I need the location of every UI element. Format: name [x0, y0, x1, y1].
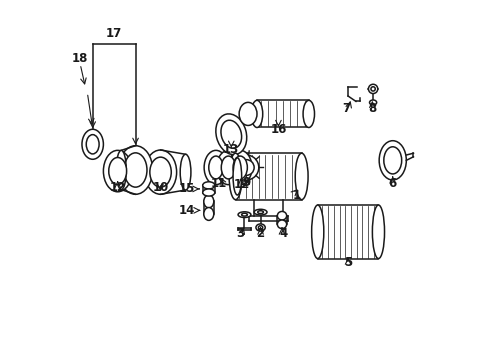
Text: 14: 14	[179, 204, 195, 217]
Ellipse shape	[216, 150, 240, 185]
Text: 9: 9	[242, 176, 250, 189]
Ellipse shape	[215, 114, 246, 155]
Ellipse shape	[82, 129, 103, 159]
Ellipse shape	[180, 154, 190, 190]
Ellipse shape	[233, 158, 241, 195]
Ellipse shape	[221, 156, 235, 179]
Ellipse shape	[203, 189, 214, 196]
Text: 15: 15	[179, 183, 195, 195]
Text: 6: 6	[388, 177, 396, 190]
Ellipse shape	[239, 102, 257, 125]
Ellipse shape	[254, 209, 266, 215]
Ellipse shape	[233, 156, 247, 179]
Text: 13: 13	[223, 143, 239, 156]
Text: 4: 4	[278, 227, 286, 240]
Ellipse shape	[229, 153, 242, 200]
Bar	[235, 153, 301, 200]
Ellipse shape	[124, 153, 147, 187]
Text: 16: 16	[270, 123, 286, 136]
Ellipse shape	[370, 87, 374, 91]
Ellipse shape	[108, 157, 126, 185]
Ellipse shape	[303, 100, 314, 127]
Ellipse shape	[149, 157, 171, 187]
Text: 3: 3	[235, 227, 244, 240]
Bar	[257, 100, 308, 127]
Ellipse shape	[277, 220, 286, 229]
Bar	[317, 205, 378, 258]
Ellipse shape	[277, 211, 286, 220]
Ellipse shape	[233, 155, 258, 180]
Text: 12: 12	[233, 178, 249, 191]
Ellipse shape	[241, 213, 247, 216]
Ellipse shape	[103, 150, 132, 192]
Ellipse shape	[203, 207, 213, 220]
Ellipse shape	[144, 150, 176, 194]
Ellipse shape	[203, 150, 227, 185]
Ellipse shape	[378, 141, 406, 180]
Text: 8: 8	[367, 102, 376, 115]
Ellipse shape	[255, 224, 264, 231]
Ellipse shape	[238, 159, 254, 175]
Ellipse shape	[367, 84, 377, 94]
Ellipse shape	[118, 146, 152, 194]
Ellipse shape	[116, 150, 126, 190]
Ellipse shape	[221, 120, 241, 148]
Ellipse shape	[203, 182, 214, 189]
Ellipse shape	[208, 156, 223, 179]
Text: 11: 11	[210, 177, 226, 190]
Ellipse shape	[257, 211, 263, 213]
Ellipse shape	[238, 212, 250, 217]
Text: 17: 17	[106, 27, 122, 40]
Text: 5: 5	[343, 256, 351, 269]
Ellipse shape	[383, 147, 401, 174]
Text: 10: 10	[152, 181, 168, 194]
Text: 7: 7	[342, 102, 350, 115]
Ellipse shape	[86, 135, 99, 154]
Ellipse shape	[372, 205, 384, 258]
Ellipse shape	[369, 100, 376, 105]
Text: 12: 12	[109, 181, 125, 194]
Text: 18: 18	[71, 52, 87, 65]
Ellipse shape	[258, 226, 262, 229]
Ellipse shape	[228, 150, 251, 185]
Text: 2: 2	[256, 227, 264, 240]
Ellipse shape	[295, 153, 307, 200]
Ellipse shape	[203, 195, 213, 208]
Ellipse shape	[311, 205, 323, 258]
Text: 1: 1	[292, 189, 300, 202]
Ellipse shape	[251, 100, 262, 127]
